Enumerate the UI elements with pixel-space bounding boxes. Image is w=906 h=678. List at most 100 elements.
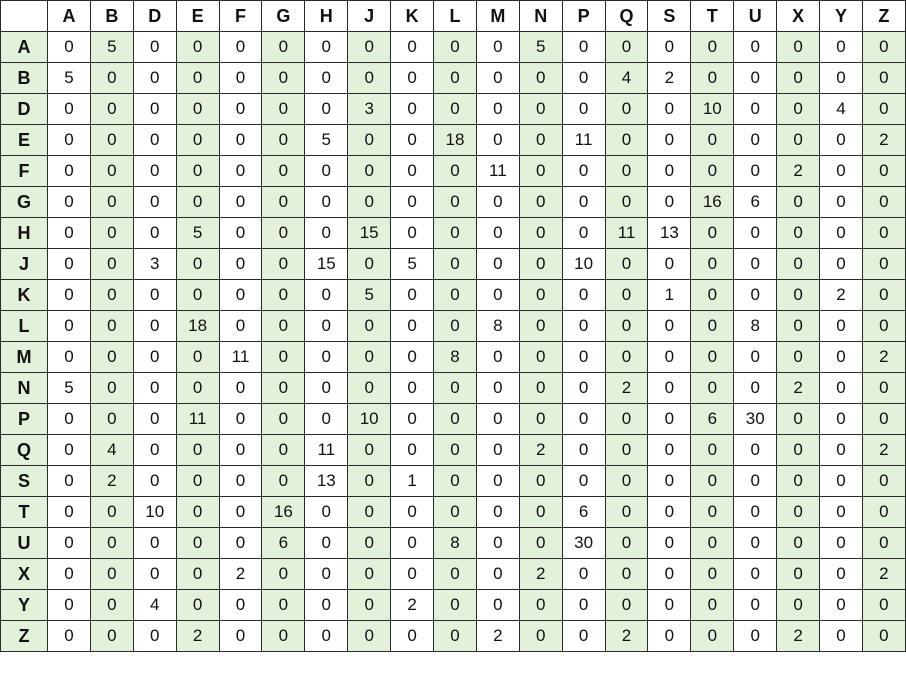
grid-cell[interactable]: 15 [347,217,392,249]
grid-cell[interactable]: 0 [819,620,863,652]
grid-cell[interactable]: 0 [776,93,821,125]
grid-cell[interactable]: 0 [475,341,520,373]
grid-cell[interactable]: 0 [261,434,306,466]
grid-cell[interactable]: 0 [89,155,134,187]
grid-cell[interactable]: 5 [518,31,563,63]
grid-cell[interactable]: 0 [218,279,263,311]
grid-cell[interactable]: 0 [89,527,134,559]
grid-cell[interactable]: 0 [347,124,392,156]
grid-cell[interactable]: 0 [518,217,563,249]
grid-cell[interactable]: 0 [218,62,263,94]
grid-cell[interactable]: 0 [433,248,477,280]
grid-cell[interactable]: 0 [304,217,349,249]
grid-cell[interactable]: 0 [47,217,91,249]
grid-cell[interactable]: 0 [304,93,349,125]
grid-cell[interactable]: 0 [175,31,220,63]
column-header-b[interactable]: B [89,0,134,32]
grid-cell[interactable]: 0 [390,310,435,342]
column-header-x[interactable]: X [776,0,821,32]
grid-cell[interactable]: 0 [218,465,263,497]
grid-cell[interactable]: 0 [390,217,435,249]
grid-cell[interactable]: 0 [518,465,563,497]
grid-cell[interactable]: 0 [347,372,392,404]
grid-cell[interactable]: 0 [819,124,863,156]
grid-cell[interactable]: 0 [347,558,392,590]
column-header-f[interactable]: F [218,0,263,32]
grid-cell[interactable]: 0 [304,620,349,652]
grid-cell[interactable]: 0 [475,434,520,466]
grid-cell[interactable]: 0 [475,31,520,63]
grid-cell[interactable]: 4 [132,589,177,621]
grid-cell[interactable]: 0 [733,589,778,621]
grid-cell[interactable]: 2 [861,558,906,590]
grid-cell[interactable]: 0 [690,124,735,156]
grid-cell[interactable]: 0 [89,496,134,528]
grid-cell[interactable]: 0 [647,341,692,373]
grid-cell[interactable]: 4 [604,62,649,94]
grid-cell[interactable]: 0 [47,124,91,156]
grid-cell[interactable]: 13 [304,465,349,497]
grid-cell[interactable]: 0 [819,310,863,342]
row-header-q[interactable]: Q [0,434,48,466]
grid-cell[interactable]: 0 [518,62,563,94]
grid-cell[interactable]: 0 [690,496,735,528]
grid-cell[interactable]: 0 [733,434,778,466]
grid-cell[interactable]: 0 [261,31,306,63]
grid-cell[interactable]: 0 [819,186,863,218]
grid-cell[interactable]: 0 [819,217,863,249]
column-header-d[interactable]: D [132,0,177,32]
grid-cell[interactable]: 2 [604,620,649,652]
grid-cell[interactable]: 0 [475,465,520,497]
grid-cell[interactable]: 0 [433,62,477,94]
grid-cell[interactable]: 0 [776,434,821,466]
grid-cell[interactable]: 0 [218,589,263,621]
grid-cell[interactable]: 0 [776,589,821,621]
grid-cell[interactable]: 4 [89,434,134,466]
grid-cell[interactable]: 0 [433,434,477,466]
grid-cell[interactable]: 10 [347,403,392,435]
grid-cell[interactable]: 0 [89,248,134,280]
grid-cell[interactable]: 0 [218,124,263,156]
grid-cell[interactable]: 0 [733,527,778,559]
column-header-m[interactable]: M [475,0,520,32]
grid-cell[interactable]: 0 [776,62,821,94]
grid-cell[interactable]: 0 [175,372,220,404]
grid-cell[interactable]: 2 [776,620,821,652]
grid-cell[interactable]: 0 [561,341,606,373]
grid-cell[interactable]: 0 [218,93,263,125]
column-header-e[interactable]: E [175,0,220,32]
grid-cell[interactable]: 0 [433,558,477,590]
grid-cell[interactable]: 0 [518,589,563,621]
column-header-z[interactable]: Z [861,0,906,32]
grid-cell[interactable]: 0 [819,341,863,373]
grid-cell[interactable]: 0 [475,248,520,280]
grid-cell[interactable]: 0 [475,62,520,94]
grid-cell[interactable]: 0 [347,248,392,280]
grid-cell[interactable]: 0 [475,496,520,528]
grid-cell[interactable]: 0 [733,620,778,652]
grid-cell[interactable]: 0 [261,62,306,94]
grid-cell[interactable]: 0 [561,434,606,466]
grid-cell[interactable]: 11 [475,155,520,187]
grid-cell[interactable]: 0 [175,279,220,311]
column-header-p[interactable]: P [561,0,606,32]
grid-cell[interactable]: 0 [433,217,477,249]
grid-cell[interactable]: 0 [861,186,906,218]
grid-cell[interactable]: 0 [175,496,220,528]
grid-cell[interactable]: 0 [604,341,649,373]
grid-cell[interactable]: 0 [518,124,563,156]
grid-cell[interactable]: 0 [132,434,177,466]
grid-cell[interactable]: 0 [304,186,349,218]
column-header-h[interactable]: H [304,0,349,32]
row-header-s[interactable]: S [0,465,48,497]
grid-cell[interactable]: 0 [819,248,863,280]
grid-cell[interactable]: 0 [776,279,821,311]
grid-cell[interactable]: 0 [604,589,649,621]
grid-cell[interactable]: 0 [733,341,778,373]
grid-cell[interactable]: 2 [647,62,692,94]
grid-cell[interactable]: 0 [390,31,435,63]
grid-cell[interactable]: 0 [132,558,177,590]
column-header-l[interactable]: L [433,0,477,32]
grid-cell[interactable]: 0 [390,341,435,373]
grid-cell[interactable]: 0 [433,403,477,435]
